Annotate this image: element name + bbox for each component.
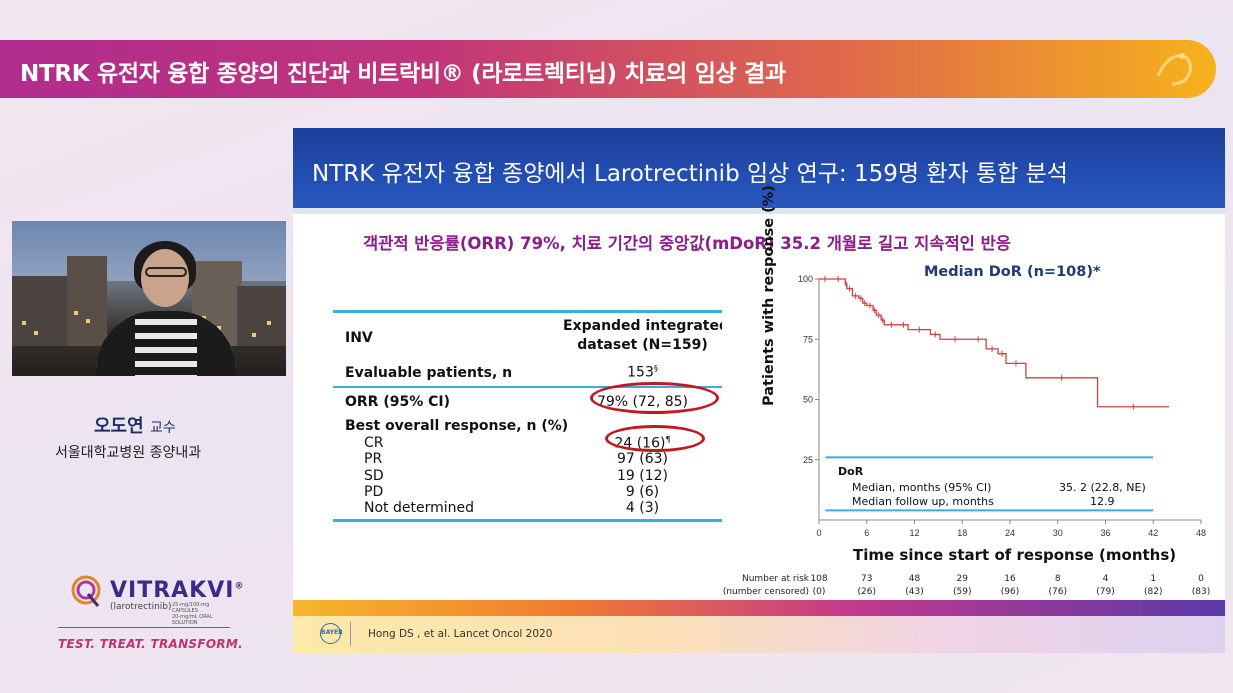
risk-censored-value: (82) [1144, 587, 1163, 597]
registered-mark: ® [234, 581, 245, 592]
x-tick-label: 18 [957, 528, 967, 538]
y-tick-label: 75 [803, 334, 813, 344]
x-tick-label: 30 [1053, 528, 1063, 538]
table-row-label: CR [364, 435, 384, 451]
x-tick-label: 0 [816, 528, 821, 538]
table-rule-bottom [333, 519, 722, 522]
risk-label-censored: (number censored) [722, 587, 809, 597]
presentation-slide: NTRK 유전자 융합 종양에서 Larotrectinib 임상 연구: 15… [293, 128, 1225, 653]
risk-at-risk-value: 48 [908, 574, 921, 584]
risk-at-risk-value: 4 [1102, 574, 1109, 584]
x-tick-label: 6 [864, 528, 869, 538]
km-curve-line [819, 278, 1170, 408]
risk-at-risk-value: 0 [1198, 574, 1204, 584]
risk-censored-value: (76) [1048, 587, 1067, 597]
risk-at-risk-value: 73 [861, 574, 873, 584]
table-rule-mid [333, 386, 722, 388]
risk-censored-value: (0) [812, 587, 826, 597]
table-row-value: 97 (63) [616, 451, 668, 467]
risk-censored-value: (43) [905, 587, 924, 597]
speaker-affiliation: 서울대학교병원 종양내과 [55, 445, 202, 461]
slide-footer-gradient [293, 600, 1225, 616]
brand-name-text: VITRAKVI [110, 578, 235, 603]
dor-row-value: 12.9 [1090, 495, 1115, 508]
risk-at-risk-value: 16 [1004, 574, 1016, 584]
brand-dose-line-2: 20-mg/mL ORAL SOLUTION [172, 614, 213, 626]
title-banner: NTRK 유전자 융합 종양의 진단과 비트락비® (라로트렉티닙) 치료의 임… [0, 40, 1216, 98]
x-tick-label: 42 [1148, 528, 1158, 538]
x-tick-label: 12 [909, 528, 919, 538]
banner-title: NTRK 유전자 융합 종양의 진단과 비트락비® (라로트렉티닙) 치료의 임… [20, 61, 786, 87]
table-row-label: Not determined [364, 500, 474, 516]
vitrakvi-logo-icon [66, 572, 106, 612]
brand-divider [58, 627, 230, 628]
table-row-label: PD [364, 484, 384, 500]
brand-mark-icon [1152, 46, 1198, 92]
y-axis-label: Patients with response (%) [761, 185, 777, 406]
table-row-label: Evaluable patients, n [345, 365, 513, 381]
speaker-video [12, 221, 286, 376]
table-row-value: 153§ [563, 364, 722, 381]
speaker-name-text: 오도연 [94, 416, 144, 437]
y-tick-label: 100 [798, 274, 813, 284]
risk-at-risk-value: 29 [956, 574, 968, 584]
table-row-value: 4 (3) [625, 500, 660, 516]
chart-title: Median DoR (n=108)* [924, 264, 1101, 280]
footnote-mark: § [653, 364, 658, 373]
dor-row-label: Median, months (95% CI) [852, 481, 992, 494]
slide-title: NTRK 유전자 융합 종양에서 Larotrectinib 임상 연구: 15… [312, 161, 1068, 187]
brand-tagline: TEST. TREAT. TRANSFORM. [58, 637, 243, 651]
km-curve-chart: 25 50 75 100 0 6 12 18 24 30 36 42 48 [798, 274, 1206, 538]
cr-highlight-oval [605, 425, 705, 452]
orr-highlight-oval [590, 382, 719, 414]
risk-censored-value: (79) [1096, 587, 1115, 597]
risk-censored-value: (96) [1000, 587, 1020, 597]
table-row-label: Best overall response, n (%) [345, 418, 569, 434]
brand-dose-line-1: 25-mg/100-mg CAPSULES [172, 602, 210, 614]
footer-divider [350, 622, 351, 646]
brand-name: VITRAKVI® [110, 578, 244, 603]
risk-censored-value: (59) [953, 587, 972, 597]
table-row-value: 19 (12) [616, 468, 668, 484]
table-rule-top [333, 310, 722, 313]
x-tick-label: 48 [1196, 528, 1206, 538]
risk-at-risk-value: 1 [1150, 574, 1157, 584]
slide-subtitle: 객관적 반응률(ORR) 79%, 치료 기간의 중앙값(mDoR) 35.2 … [363, 234, 1011, 253]
x-tick-label: 36 [1100, 528, 1110, 538]
table-row-label: PR [364, 451, 383, 467]
brand-dose: 25-mg/100-mg CAPSULES 20-mg/mL ORAL SOLU… [172, 602, 232, 626]
x-axis-label: Time since start of response (months) [853, 546, 1177, 564]
risk-censored-value: (83) [1191, 587, 1211, 597]
table-row-value-text: 153 [627, 364, 654, 381]
risk-censored-value: (26) [857, 587, 876, 597]
table-header-right-1: Expanded integrated [563, 318, 722, 334]
slide-header: NTRK 유전자 융합 종양에서 Larotrectinib 임상 연구: 15… [293, 128, 1225, 208]
risk-label: Number at risk [741, 574, 809, 584]
risk-at-risk-value: 8 [1054, 574, 1061, 584]
table-header-left: INV [345, 330, 373, 346]
slide-footer [293, 616, 1225, 653]
table-row-label: ORR (95% CI) [345, 394, 450, 410]
table-row-label: SD [364, 468, 384, 484]
table-row-value: 9 (6) [625, 484, 660, 500]
speaker-title: 교수 [149, 420, 176, 436]
risk-at-risk-value: 108 [810, 574, 828, 584]
bayer-logo-icon: BAYER [320, 623, 343, 644]
slide-header-divider [293, 208, 1225, 214]
x-tick-label: 24 [1005, 528, 1015, 538]
y-tick-label: 25 [803, 455, 813, 465]
table-header-right-2: dataset (N=159) [577, 337, 708, 353]
dor-box-heading: DoR [838, 465, 864, 478]
speaker-name: 오도연 교수 [94, 412, 176, 438]
y-tick-label: 50 [803, 395, 813, 405]
reference-citation: Hong DS , et al. Lancet Oncol 2020 [368, 628, 553, 640]
dor-row-value: 35. 2 (22.8, NE) [1059, 481, 1146, 494]
brand-generic: (larotrectinib) [110, 602, 172, 612]
dor-row-label: Median follow up, months [852, 495, 994, 508]
